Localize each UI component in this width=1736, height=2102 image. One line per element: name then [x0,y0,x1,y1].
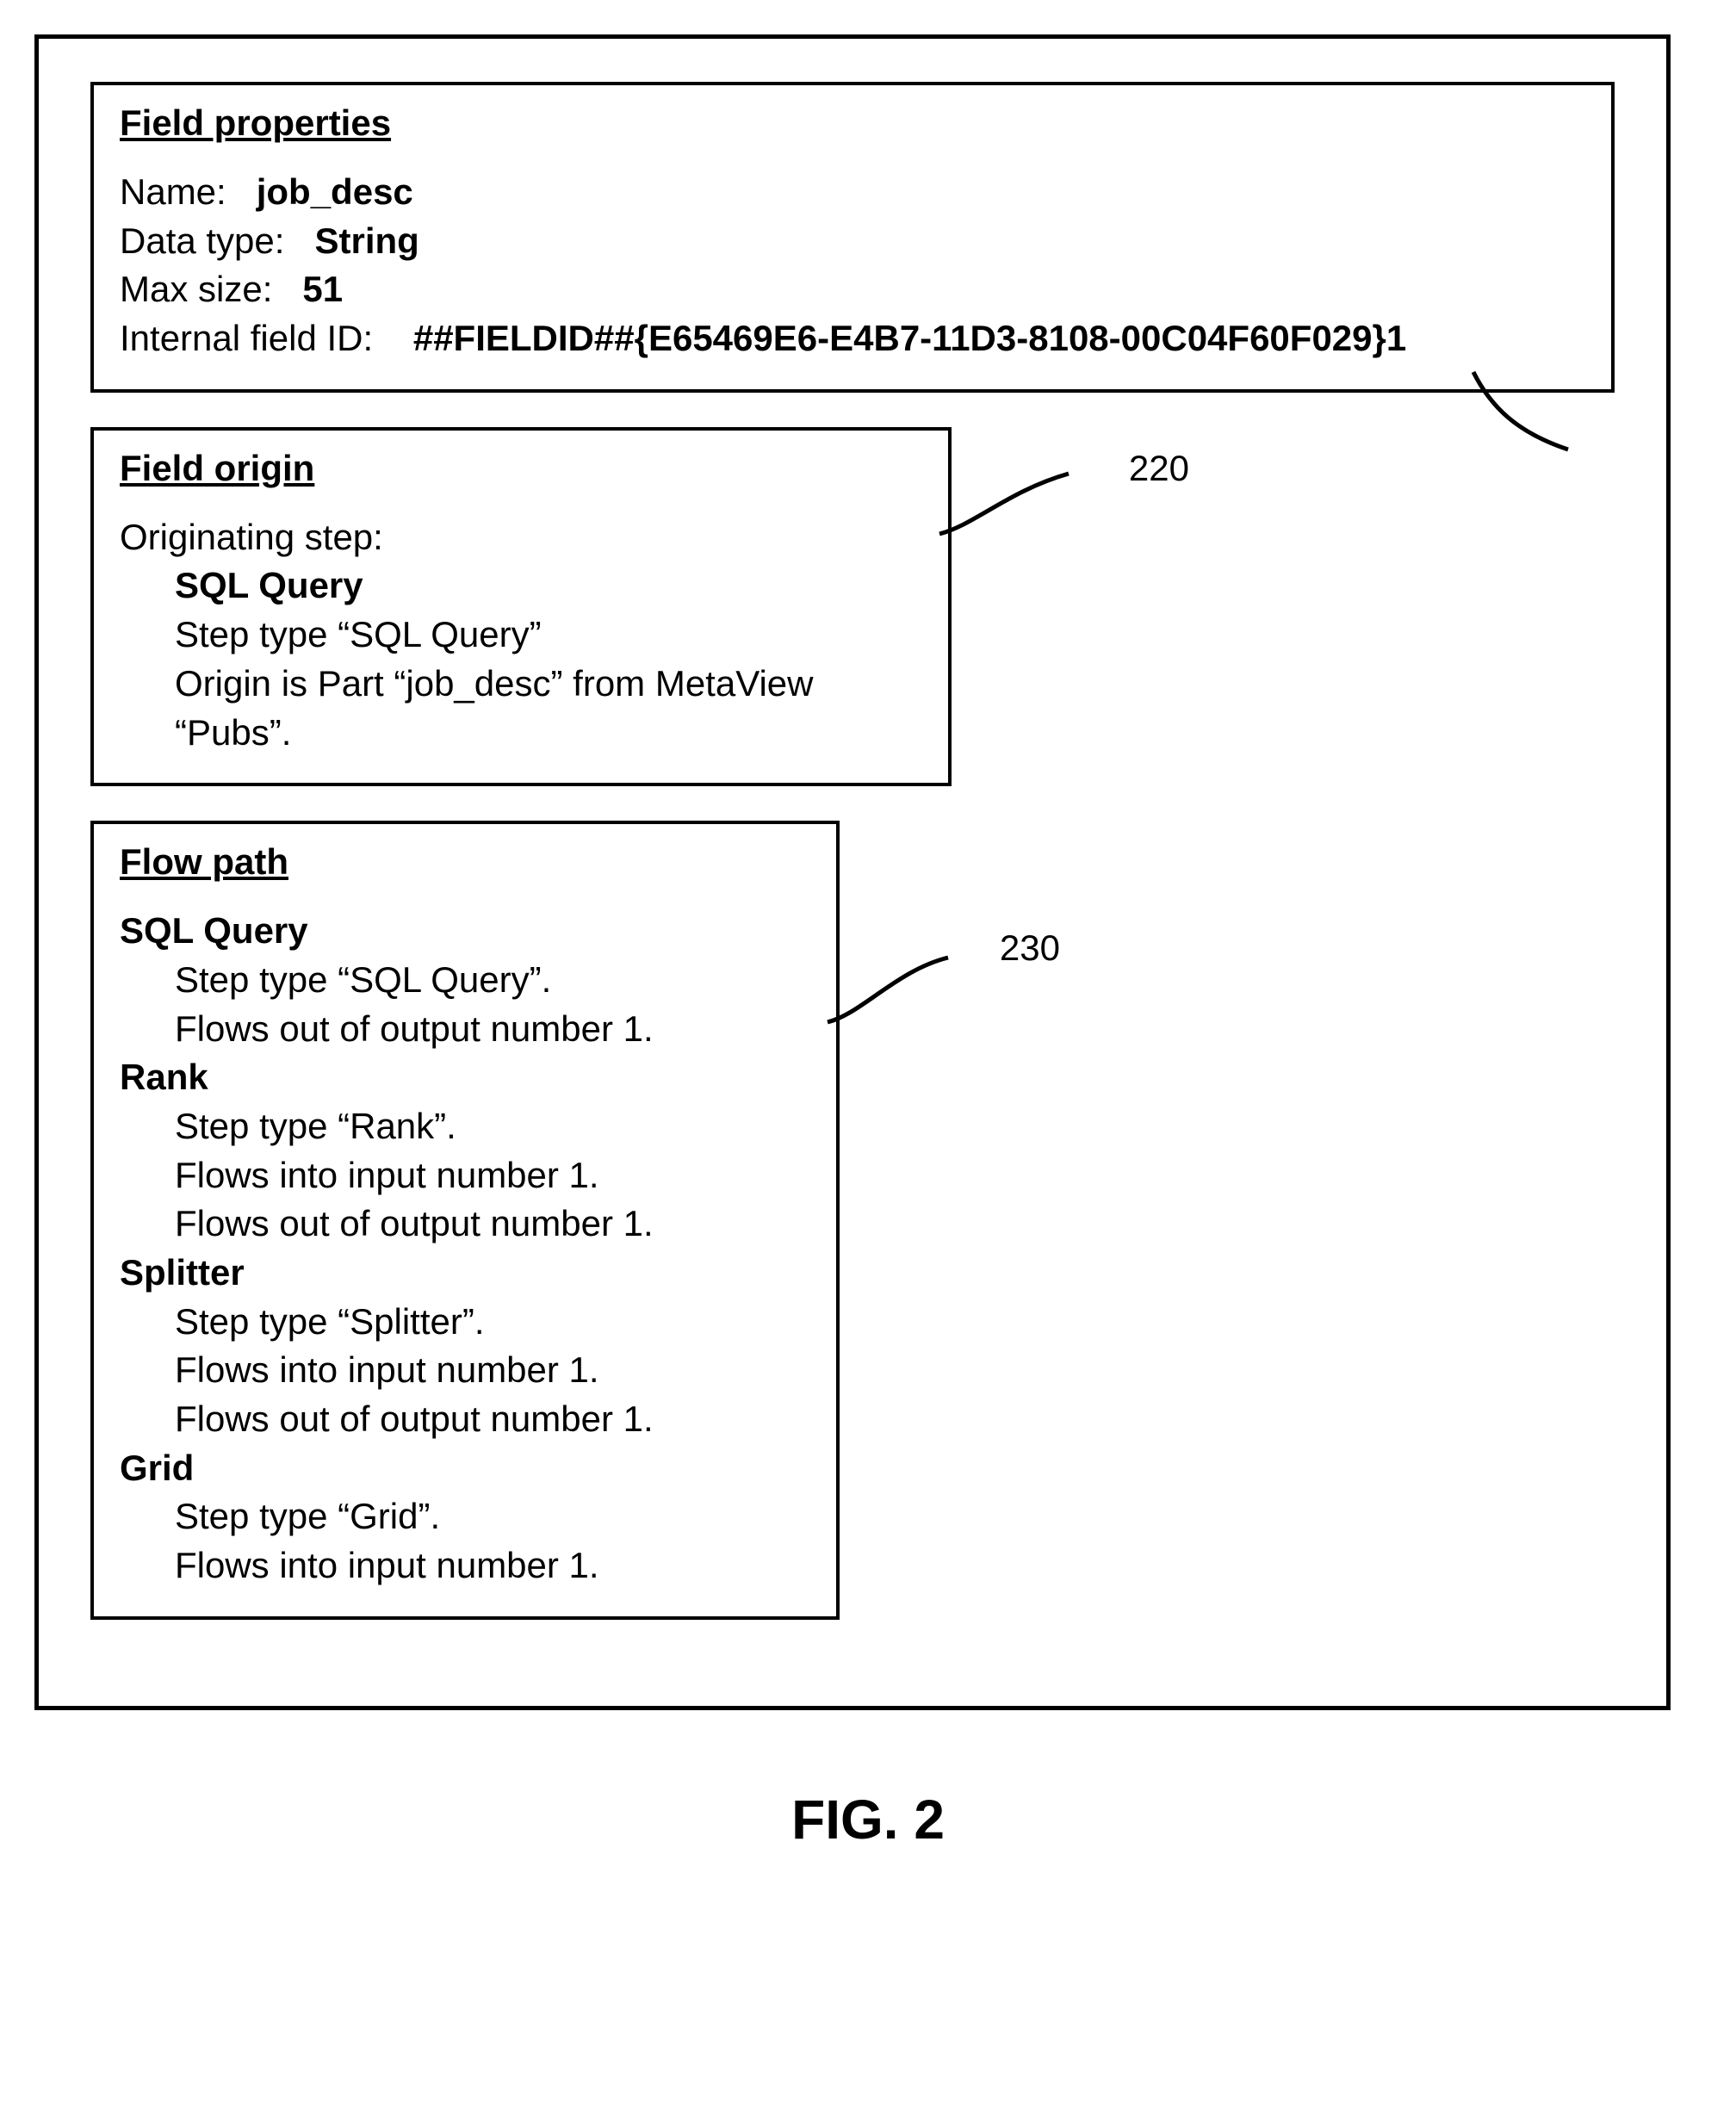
flow-step-detail: Flows into input number 1. [175,1346,810,1395]
prop-fieldid-line: Internal field ID: ##FIELDID##{E65469E6-… [120,314,1585,363]
prop-datatype-value: String [314,220,418,261]
callout-leader-210 [1439,372,1628,510]
flow-step-detail: Flows out of output number 1. [175,1005,810,1054]
prop-name-label: Name: [120,171,226,212]
flow-step-name: SQL Query [120,907,810,956]
origin-origin-line: Origin is Part “job_desc” from MetaView … [175,660,922,757]
prop-fieldid-label: Internal field ID: [120,318,373,358]
flow-step-name: Rank [120,1053,810,1102]
flow-path-panel: Flow path SQL QueryStep type “SQL Query”… [90,821,840,1620]
flow-step-detail: Step type “Grid”. [175,1492,810,1541]
flow-step-detail: Flows into input number 1. [175,1151,810,1200]
flow-steps-container: SQL QueryStep type “SQL Query”.Flows out… [120,907,810,1590]
callout-label-230: 230 [1000,927,1060,969]
prop-fieldid-value: ##FIELDID##{E65469E6-E4B7-11D3-8108-00C0… [413,318,1406,358]
figure-outer-frame: Field properties Name: job_desc Data typ… [34,34,1671,1710]
callout-label-220: 220 [1129,448,1189,489]
flow-step-name: Grid [120,1444,810,1493]
flow-path-title: Flow path [120,841,810,883]
flow-step-detail: Flows into input number 1. [175,1541,810,1590]
prop-name-value: job_desc [257,171,413,212]
callout-leader-230 [828,953,983,1048]
field-properties-panel: Field properties Name: job_desc Data typ… [90,82,1615,393]
field-origin-title: Field origin [120,448,922,489]
origin-step-type-line: Step type “SQL Query” [175,611,922,660]
flow-step-detail: Step type “SQL Query”. [175,956,810,1005]
flow-step-name: Splitter [120,1249,810,1298]
flow-step-detail: Step type “Rank”. [175,1102,810,1151]
origin-step-name: SQL Query [175,561,922,611]
origin-originating-label: Originating step: [120,513,922,562]
prop-datatype-label: Data type: [120,220,284,261]
flow-step-detail: Flows out of output number 1. [175,1200,810,1249]
flow-step-detail: Flows out of output number 1. [175,1395,810,1444]
field-properties-title: Field properties [120,102,1585,144]
prop-name-line: Name: job_desc [120,168,1585,217]
callout-leader-220 [939,465,1112,568]
figure-caption: FIG. 2 [34,1788,1702,1851]
prop-maxsize-label: Max size: [120,269,272,309]
prop-maxsize-value: 51 [302,269,343,309]
flow-step-detail: Step type “Splitter”. [175,1298,810,1347]
field-origin-panel: Field origin Originating step: SQL Query… [90,427,952,786]
prop-maxsize-line: Max size: 51 [120,265,1585,314]
prop-datatype-line: Data type: String [120,217,1585,266]
